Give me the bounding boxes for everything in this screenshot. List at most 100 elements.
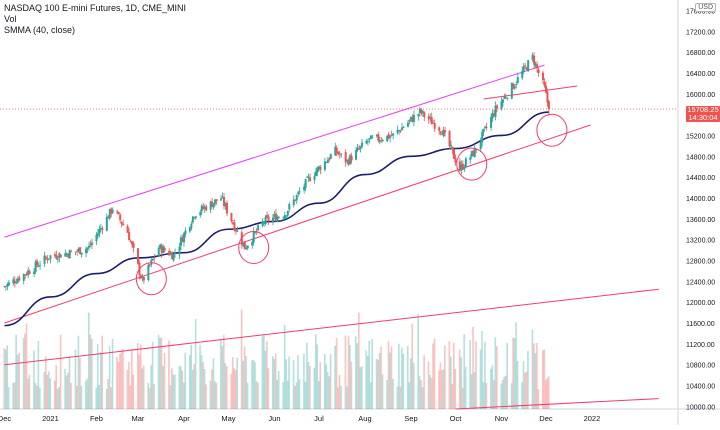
time-tick-label: May: [221, 414, 235, 423]
volume-bar: [141, 368, 144, 409]
candle-body: [49, 255, 52, 259]
volume-bar: [490, 368, 492, 409]
price-tick-label: 13200.00: [686, 238, 715, 245]
price-tick-label: 10400.00: [686, 384, 715, 391]
smma-legend[interactable]: SMMA (40, close): [4, 25, 76, 35]
time-tick-label: Dec: [539, 414, 553, 423]
volume-bar: [481, 331, 483, 409]
candle-body: [504, 97, 507, 99]
volume-bar: [396, 386, 399, 409]
candle-body: [36, 260, 39, 266]
price-tick-label: 16800.00: [686, 50, 715, 57]
volume-bar: [179, 366, 182, 409]
candle-body: [323, 161, 326, 170]
volume-bar: [67, 372, 69, 409]
candle-body: [139, 275, 142, 279]
candle-body: [490, 117, 493, 128]
candle-body: [163, 247, 166, 251]
last-price-badge: 15708.25 14:30:04: [686, 105, 720, 122]
candle-body: [389, 136, 392, 138]
candle-body: [231, 222, 234, 224]
volume-bar: [34, 382, 37, 409]
volume-bar: [541, 350, 544, 409]
candle-body: [157, 247, 160, 257]
candle-body: [132, 243, 135, 249]
candle-body: [381, 140, 384, 142]
candle-body: [225, 202, 228, 214]
candle-body: [234, 229, 237, 232]
candle-body: [194, 216, 197, 219]
candle-body: [257, 225, 260, 231]
candle-body: [536, 64, 539, 69]
candle-body: [266, 215, 269, 218]
volume-bar: [510, 383, 513, 409]
volume-bar: [233, 368, 236, 409]
symbol-title[interactable]: NASDAQ 100 E-mini Futures, 1D, CME_MINI: [4, 3, 187, 13]
volume-bar: [85, 380, 87, 409]
currency-badge[interactable]: USD: [695, 3, 716, 12]
candle-body: [221, 196, 224, 198]
candle-body: [368, 138, 371, 140]
candle-body: [211, 201, 214, 207]
highlight-circle: [456, 147, 488, 181]
volume-bar: [494, 337, 497, 409]
volume-bar: [349, 345, 351, 409]
candle-body: [294, 199, 297, 201]
volume-bar: [315, 334, 317, 409]
volume-bar: [356, 343, 359, 409]
volume-bar: [171, 368, 173, 409]
candle-body: [131, 241, 134, 245]
candle-body: [169, 252, 172, 255]
candle-body: [479, 141, 482, 150]
candle-body: [80, 252, 83, 255]
candle-body: [214, 199, 217, 204]
candle-body: [396, 129, 399, 133]
volume-bar: [304, 381, 307, 409]
candle-body: [271, 217, 274, 222]
candle-body: [205, 206, 208, 211]
volume-bar: [442, 369, 445, 409]
candle-body: [59, 254, 62, 258]
volume-bar: [88, 312, 90, 409]
candle-body: [285, 215, 288, 217]
volume-bar: [148, 388, 151, 409]
candle-body: [347, 160, 350, 165]
volume-legend[interactable]: Vol: [4, 14, 17, 24]
candle-body: [484, 126, 487, 128]
volume-bar: [368, 340, 371, 409]
volume-bar: [98, 384, 101, 409]
candle-body: [171, 252, 174, 260]
candle-body: [90, 242, 93, 245]
volume-bar: [126, 370, 129, 409]
volume-bar: [86, 378, 89, 409]
candle-body: [439, 131, 442, 134]
candle-body: [365, 141, 368, 144]
volume-bar: [276, 380, 279, 409]
volume-bar: [328, 376, 330, 409]
candle-body: [246, 245, 249, 249]
candle-body: [512, 83, 515, 89]
volume-bar: [22, 338, 25, 409]
volume-bar: [524, 372, 526, 409]
candle-body: [432, 122, 435, 124]
candle-body: [46, 258, 49, 261]
candle-body: [307, 176, 310, 178]
candle-body: [119, 214, 122, 221]
candle-body: [209, 201, 212, 210]
volume-bar: [119, 353, 121, 409]
volume-bar: [24, 333, 26, 409]
volume-bar: [96, 344, 99, 409]
volume-bar: [15, 334, 17, 409]
volume-bar: [129, 385, 132, 409]
volume-bar: [389, 352, 391, 409]
volume-bar: [245, 356, 247, 409]
volume-bar: [463, 334, 465, 409]
price-tick-label: 14400.00: [686, 175, 715, 182]
candle-body: [116, 211, 119, 213]
time-tick-label: Mar: [132, 414, 145, 423]
volume-bar: [261, 336, 264, 409]
volume-bar: [496, 346, 498, 409]
volume-bar: [340, 385, 342, 409]
